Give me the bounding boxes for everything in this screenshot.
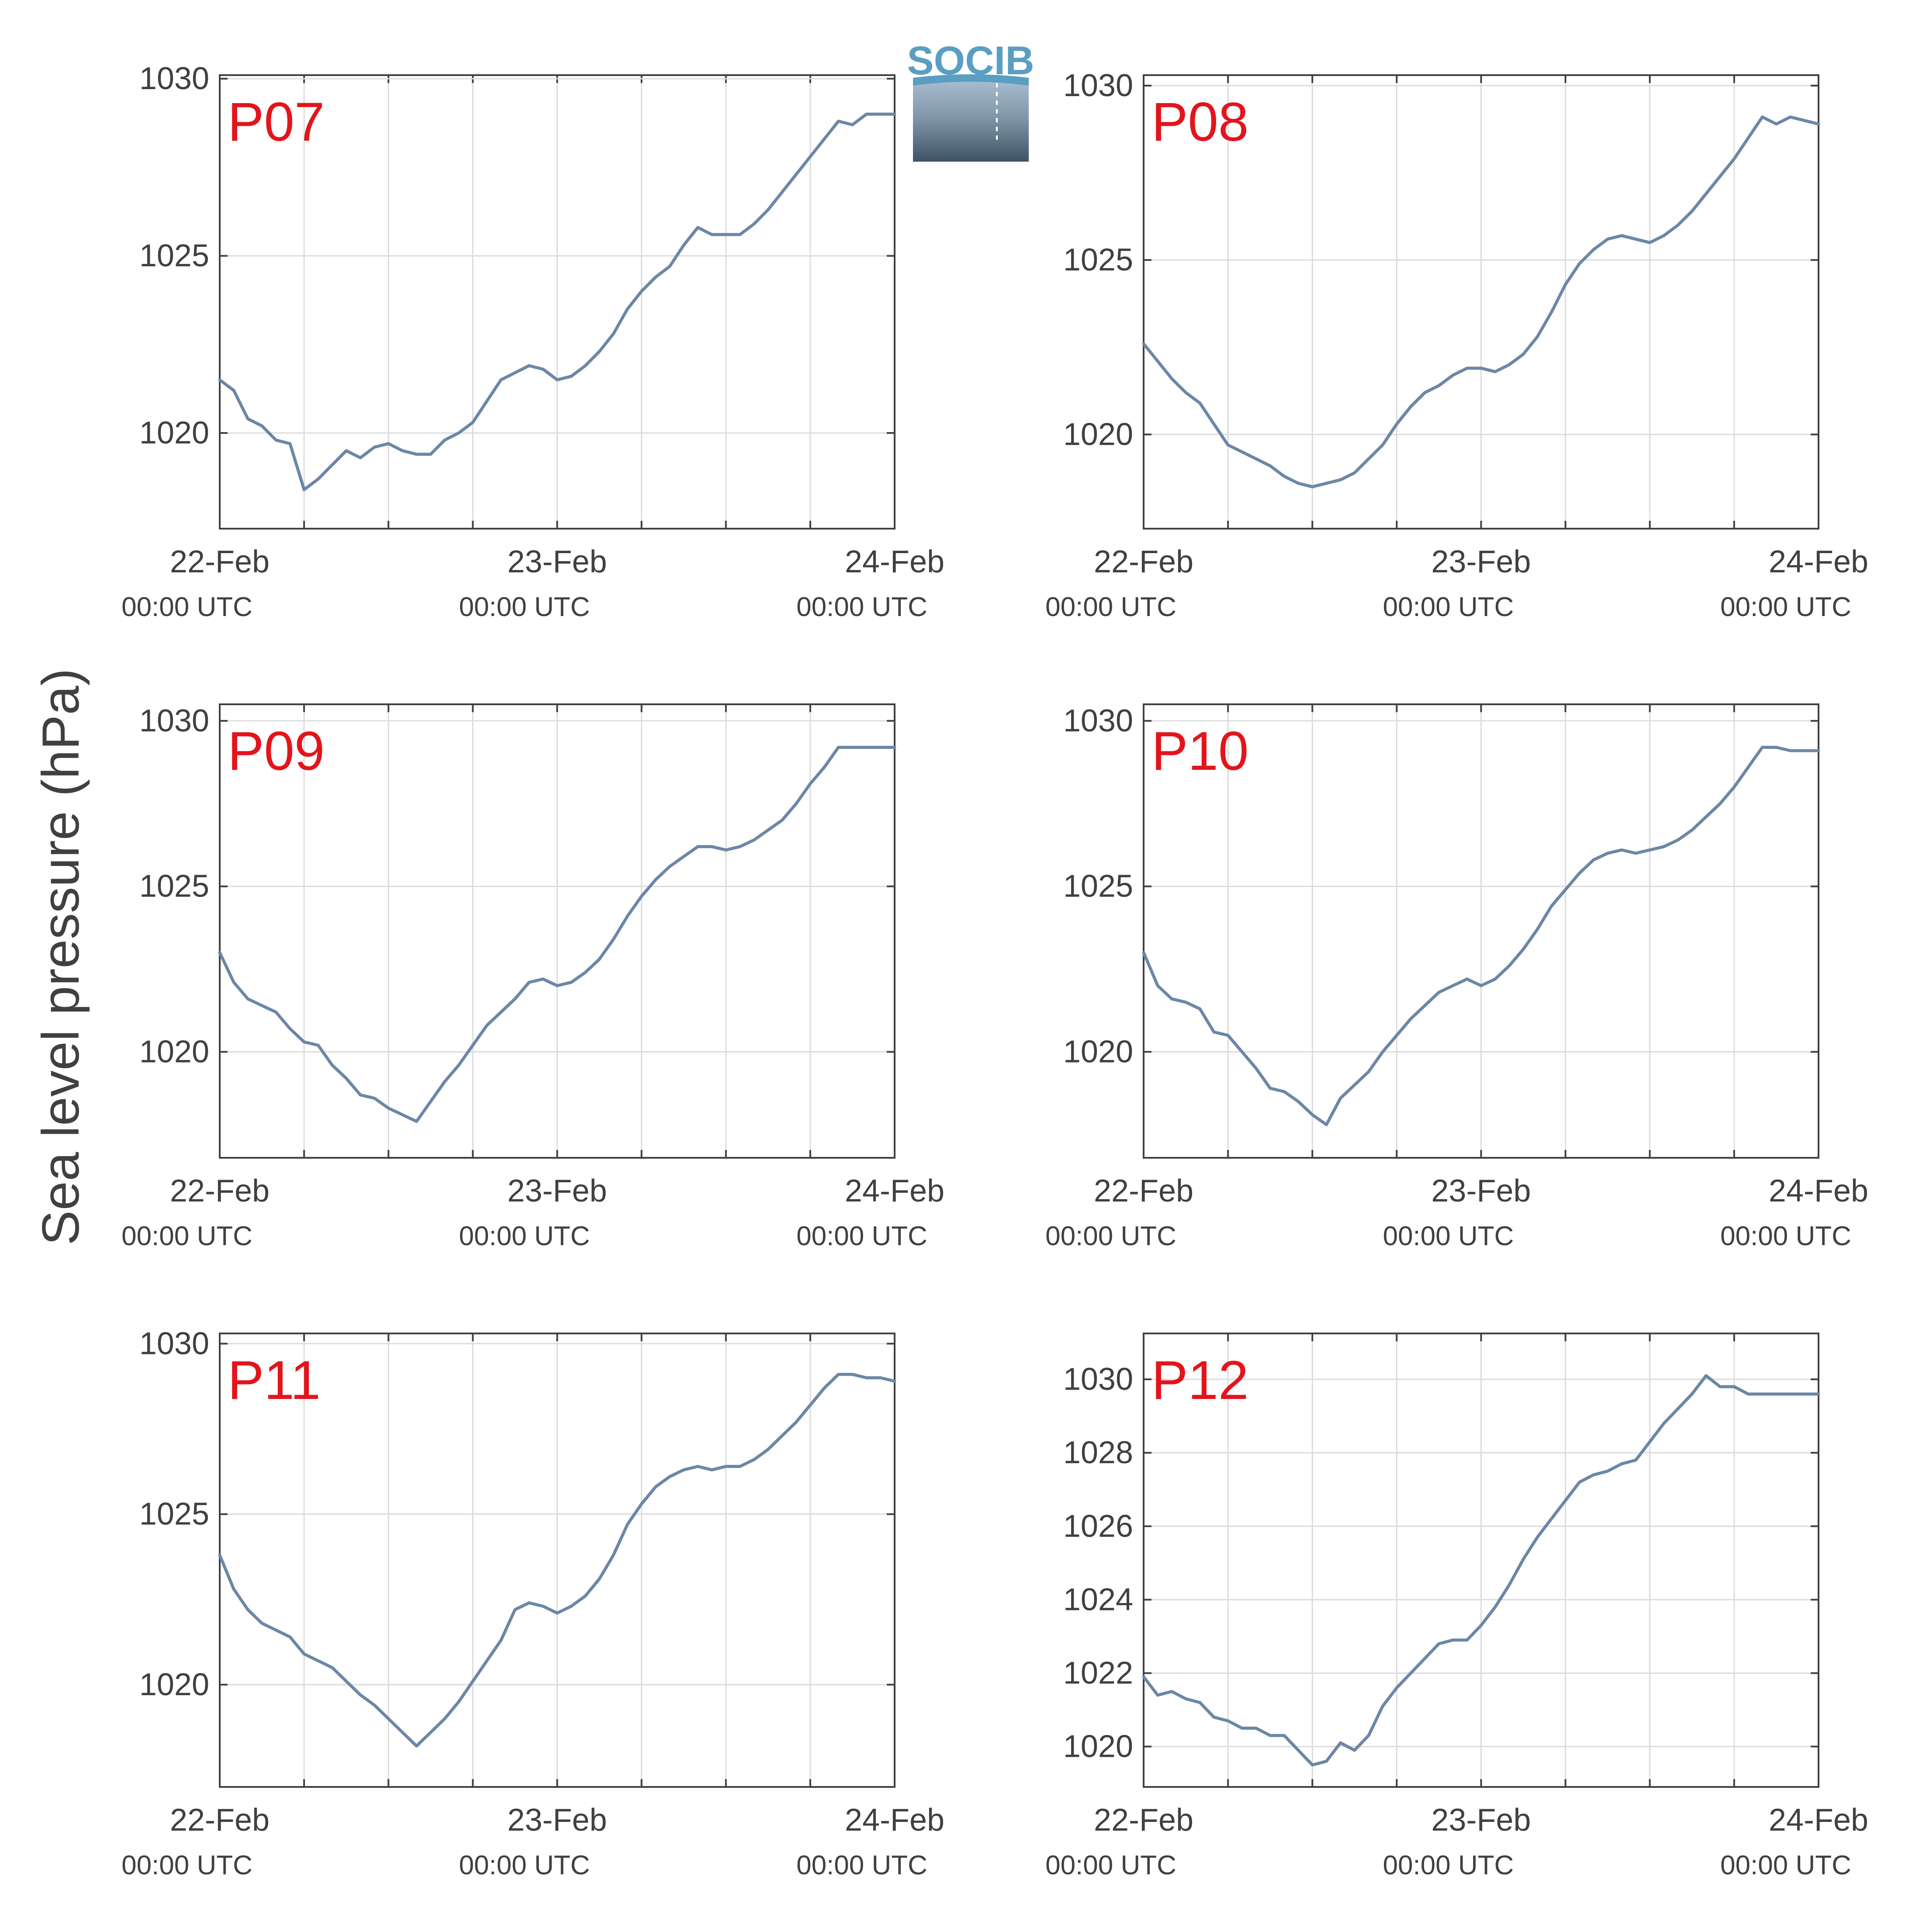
y-tick-label: 1030 bbox=[1063, 703, 1133, 738]
y-tick-label: 1024 bbox=[1063, 1582, 1133, 1617]
y-tick-label: 1025 bbox=[1063, 242, 1133, 277]
chart-panel-p11: 1020 1025 1030 22-Feb 00:00 UTC 23-Feb 00:00 U… bbox=[121, 1326, 944, 1880]
x-tick-date-label: 24-Feb bbox=[1769, 1174, 1868, 1208]
x-tick-time-label: 00:00 UTC bbox=[1383, 1850, 1514, 1880]
x-tick-time-label: 00:00 UTC bbox=[459, 1850, 590, 1880]
x-tick-date-label: 23-Feb bbox=[1431, 1174, 1531, 1208]
x-tick-date-label: 22-Feb bbox=[170, 1174, 270, 1208]
x-tick-time-label: 00:00 UTC bbox=[1045, 1221, 1176, 1251]
series-line-p07 bbox=[218, 112, 896, 492]
chart-panel-p10: 1020 1025 1030 22-Feb 00:00 UTC 23-Feb 00:00 U… bbox=[1045, 703, 1868, 1251]
plot-frame bbox=[219, 74, 896, 530]
x-tick-date-label: 23-Feb bbox=[1431, 544, 1531, 579]
station-label: P11 bbox=[228, 1350, 321, 1411]
chart-panel-p12: 1020 1022 1024 1026 1028 1030 22-Feb 00:00 UTC 2… bbox=[1045, 1333, 1868, 1880]
y-tick-label: 1030 bbox=[139, 61, 209, 96]
x-tick-date-label: 24-Feb bbox=[845, 544, 944, 579]
x-tick-time-label: 00:00 UTC bbox=[796, 1221, 927, 1251]
y-tick-label: 1030 bbox=[1063, 1362, 1133, 1397]
y-tick-label: 1020 bbox=[1063, 1035, 1133, 1070]
x-tick-time-label: 00:00 UTC bbox=[1045, 1850, 1176, 1880]
x-tick-date-label: 24-Feb bbox=[1769, 1803, 1868, 1838]
y-tick-label: 1020 bbox=[139, 415, 209, 450]
x-tick-time-label: 00:00 UTC bbox=[1720, 592, 1851, 622]
x-tick-time-label: 00:00 UTC bbox=[796, 1850, 927, 1880]
chart-panel-p08: 1020 1025 1030 22-Feb 00:00 UTC 23-Feb 00:00 U… bbox=[1045, 68, 1868, 622]
y-tick-label: 1030 bbox=[139, 703, 209, 738]
x-tick-time-label: 00:00 UTC bbox=[1720, 1850, 1851, 1880]
y-tick-label: 1025 bbox=[1063, 869, 1133, 904]
x-tick-date-label: 22-Feb bbox=[170, 544, 270, 579]
x-tick-time-label: 00:00 UTC bbox=[1383, 1221, 1514, 1251]
x-tick-time-label: 00:00 UTC bbox=[1045, 592, 1176, 622]
x-tick-date-label: 23-Feb bbox=[507, 544, 607, 579]
series-line-p11 bbox=[218, 1373, 896, 1748]
x-tick-time-label: 00:00 UTC bbox=[121, 1221, 252, 1251]
x-tick-date-label: 23-Feb bbox=[507, 1174, 607, 1208]
x-tick-time-label: 00:00 UTC bbox=[121, 1850, 252, 1880]
socib-logo: SOCIB bbox=[907, 38, 1034, 162]
x-tick-date-label: 24-Feb bbox=[1769, 544, 1868, 579]
y-tick-label: 1020 bbox=[1063, 417, 1133, 452]
y-tick-label: 1028 bbox=[1063, 1435, 1133, 1470]
plot-frame bbox=[1143, 74, 1819, 530]
x-tick-date-label: 22-Feb bbox=[1094, 1803, 1193, 1838]
plot-frame bbox=[219, 703, 896, 1159]
x-tick-time-label: 00:00 UTC bbox=[121, 592, 252, 622]
plot-frame bbox=[1143, 1333, 1819, 1788]
y-tick-label: 1030 bbox=[139, 1326, 209, 1361]
x-tick-date-label: 24-Feb bbox=[845, 1174, 944, 1208]
x-tick-time-label: 00:00 UTC bbox=[796, 592, 927, 622]
y-tick-label: 1026 bbox=[1063, 1509, 1133, 1544]
series-line-p10 bbox=[1142, 746, 1820, 1126]
x-tick-time-label: 00:00 UTC bbox=[459, 1221, 590, 1251]
plot-frame bbox=[219, 1333, 896, 1788]
series-line-p08 bbox=[1142, 115, 1820, 488]
station-label: P12 bbox=[1151, 1350, 1248, 1411]
y-tick-label: 1022 bbox=[1063, 1655, 1133, 1690]
x-tick-time-label: 00:00 UTC bbox=[459, 592, 590, 622]
station-label: P09 bbox=[228, 721, 325, 782]
x-tick-date-label: 22-Feb bbox=[170, 1803, 270, 1838]
series-line-p12 bbox=[1142, 1374, 1820, 1767]
x-tick-time-label: 00:00 UTC bbox=[1720, 1221, 1851, 1251]
station-label: P08 bbox=[1151, 92, 1248, 152]
x-tick-date-label: 22-Feb bbox=[1094, 1174, 1193, 1208]
series-line-p09 bbox=[218, 746, 896, 1123]
chart-panel-p07: 1020 1025 1030 22-Feb 00:00 UTC 23-Feb 00:00 U… bbox=[121, 61, 944, 622]
x-tick-time-label: 00:00 UTC bbox=[1383, 592, 1514, 622]
x-tick-date-label: 23-Feb bbox=[507, 1803, 607, 1838]
station-label: P07 bbox=[228, 92, 325, 152]
y-tick-label: 1025 bbox=[139, 239, 209, 274]
x-tick-date-label: 23-Feb bbox=[1431, 1803, 1531, 1838]
y-tick-label: 1025 bbox=[139, 869, 209, 904]
logo-text: SOCIB bbox=[907, 38, 1034, 83]
y-tick-label: 1020 bbox=[1063, 1729, 1133, 1764]
plot-frame bbox=[1143, 703, 1819, 1159]
x-tick-date-label: 24-Feb bbox=[845, 1803, 944, 1838]
x-tick-date-label: 22-Feb bbox=[1094, 544, 1193, 579]
y-tick-label: 1020 bbox=[139, 1667, 209, 1702]
y-tick-label: 1025 bbox=[139, 1497, 209, 1532]
station-label: P10 bbox=[1151, 721, 1248, 782]
y-axis-title: Sea level pressure (hPa) bbox=[31, 668, 90, 1246]
y-tick-label: 1030 bbox=[1063, 68, 1133, 103]
y-tick-label: 1020 bbox=[139, 1035, 209, 1070]
chart-panel-p09: 1020 1025 1030 22-Feb 00:00 UTC 23-Feb 00:00 U… bbox=[121, 703, 944, 1251]
